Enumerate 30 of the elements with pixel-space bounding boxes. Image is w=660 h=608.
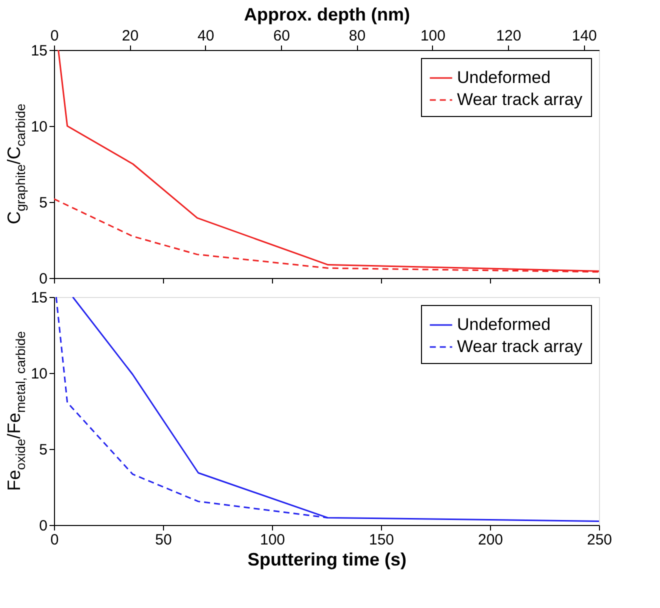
x2-tick-label: 80 (348, 28, 366, 44)
x-axis-title: Sputtering time (s) (247, 550, 407, 570)
legend-label: Wear track array (457, 90, 583, 109)
x2-tick-label: 60 (273, 28, 290, 44)
legend-label: Undeformed (457, 68, 551, 87)
legend-label: Wear track array (457, 337, 583, 356)
y-tick-label: 5 (39, 442, 48, 458)
y-tick-label: 0 (39, 518, 48, 534)
x2-axis-title: Approx. depth (nm) (244, 4, 410, 24)
x-tick-label: 0 (50, 532, 59, 548)
x-tick-label: 250 (586, 532, 612, 548)
y-tick-label: 0 (39, 270, 48, 288)
x-tick-label: 100 (260, 532, 286, 548)
y-tick-label: 10 (30, 366, 48, 382)
y-tick-label: 15 (30, 42, 48, 60)
x2-tick-label: 40 (198, 28, 214, 44)
x-tick-label: 200 (478, 532, 504, 548)
y-tick-label: 10 (30, 118, 48, 136)
x-tick-label: 50 (155, 532, 172, 548)
x2-tick-label: 20 (122, 28, 139, 44)
y-tick-label: 15 (30, 290, 48, 306)
x2-tick-label: 140 (572, 28, 597, 44)
legend-label: Undeformed (457, 315, 551, 334)
y-axis-title: Cgraphite/Ccarbide (4, 104, 28, 224)
x2-tick-label: 100 (420, 28, 446, 44)
x-tick-label: 150 (368, 532, 394, 548)
x2-tick-label: 120 (496, 28, 522, 44)
y-tick-label: 5 (39, 194, 48, 212)
x2-tick-label: 0 (50, 28, 59, 44)
y-axis-title: Feoxide/Femetal, carbide (4, 331, 28, 491)
